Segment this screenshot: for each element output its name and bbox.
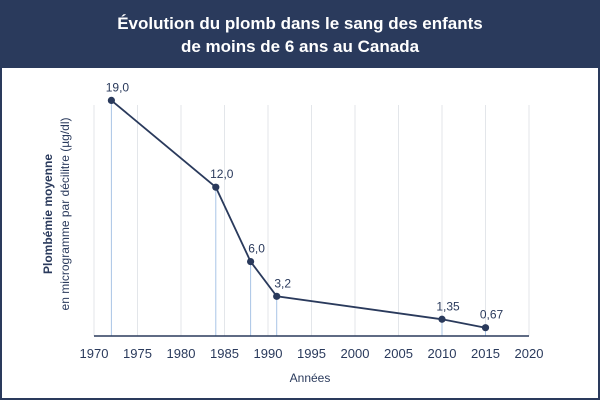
x-tick-label: 1980 xyxy=(167,346,196,361)
data-label: 0,67 xyxy=(480,308,504,322)
x-tick-label: 1975 xyxy=(123,346,152,361)
y-axis-title-main: Plombémie moyenne xyxy=(41,154,55,274)
x-tick-label: 2020 xyxy=(515,346,544,361)
drop-lines xyxy=(110,100,486,336)
data-point xyxy=(438,315,446,323)
chart-title-line-1: Évolution du plomb dans le sang des enfa… xyxy=(117,14,483,33)
data-point xyxy=(273,292,281,300)
data-label: 19,0 xyxy=(106,80,130,94)
data-label: 1,35 xyxy=(436,299,460,313)
x-tick-label: 1995 xyxy=(297,346,326,361)
y-axis-title: Plombémie moyenne en microgramme par déc… xyxy=(41,118,72,311)
grid-layer xyxy=(93,105,530,336)
data-point xyxy=(212,183,220,191)
series-line xyxy=(110,99,486,329)
x-tick-label: 2000 xyxy=(341,346,370,361)
x-axis-title: Années xyxy=(290,371,331,385)
x-tick-label: 1990 xyxy=(254,346,283,361)
data-label: 3,2 xyxy=(274,276,291,290)
data-label: 12,0 xyxy=(210,167,234,181)
data-point xyxy=(107,96,115,104)
x-axis-ticks: 1970 1975 1980 1985 1990 1995 2000 2005 2010 2015… xyxy=(80,346,544,361)
data-points xyxy=(107,96,490,332)
chart-title-line-2: de moins de 6 ans au Canada xyxy=(180,37,420,56)
data-labels: 19,0 12,0 6,0 3,2 1,35 0,67 xyxy=(106,80,504,321)
x-tick-label: 1970 xyxy=(80,346,109,361)
x-tick-label: 2005 xyxy=(384,346,413,361)
data-point xyxy=(481,324,490,332)
data-point xyxy=(247,258,255,266)
data-label: 6,0 xyxy=(248,242,265,256)
x-tick-label: 1985 xyxy=(210,346,239,361)
chart-title: Évolution du plomb dans le sang des enfa… xyxy=(2,2,598,68)
x-tick-label: 2015 xyxy=(471,346,500,361)
y-axis-title-sub: en microgramme par décilitre (µg/dl) xyxy=(58,118,72,311)
x-tick-label: 2010 xyxy=(428,346,457,361)
